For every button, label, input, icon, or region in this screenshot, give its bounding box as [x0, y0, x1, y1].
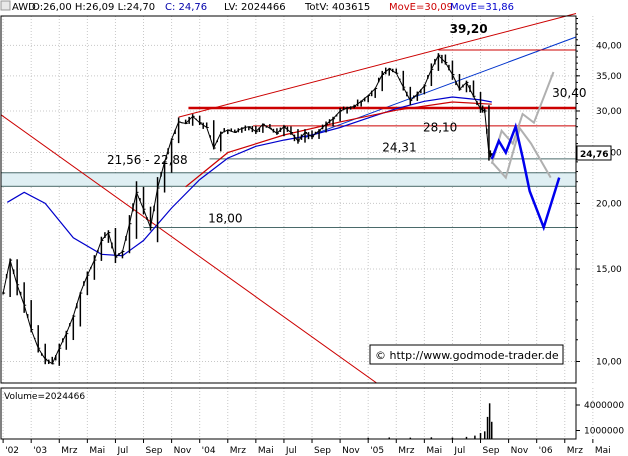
time-tick-label: '02 — [5, 446, 19, 456]
volume-panel-frame — [0, 387, 577, 440]
level-annotations: 39,20 30,40 28,10 24,31 21,56 - 22,88 18,00 — [107, 22, 586, 225]
symbol-label: AWD — [12, 2, 36, 13]
volume-bars — [367, 403, 493, 439]
time-tick-label: Mai — [89, 446, 105, 456]
time-tick-label: Nov — [174, 446, 192, 456]
watermark-text: © http://www.godmode-trader.de — [375, 349, 559, 362]
trend-line — [0, 114, 377, 384]
time-tick-label: Nov — [342, 446, 360, 456]
support-zone-band — [0, 172, 577, 187]
time-tick-label: Mrz — [61, 446, 77, 456]
volume-header-label: LV: 2024466 — [224, 2, 286, 13]
volume-tick-label: 4000000 — [584, 401, 624, 411]
time-tick-label: Mai — [426, 446, 442, 456]
ohlc-label: O:26,00 H:26,09 L:24,70 — [32, 2, 155, 13]
time-tick-label: Jul — [285, 446, 297, 456]
header-icon — [0, 0, 11, 11]
ma-30-line — [185, 101, 492, 188]
volume-tick-label: 1000000 — [584, 427, 624, 437]
level-annotation: 39,20 — [450, 22, 488, 36]
last-price-marker: 24,76 — [576, 145, 612, 161]
level-annotation: 28,10 — [423, 121, 457, 135]
time-tick-label: Mrz — [398, 446, 414, 456]
ma-31-line — [6, 96, 492, 257]
time-tick-label: '06 — [539, 446, 553, 456]
price-panel-frame — [0, 15, 577, 384]
price-tick-label: 35,00 — [596, 72, 622, 82]
watermark: © http://www.godmode-trader.de — [369, 344, 564, 365]
time-tick-label: Sep — [483, 446, 500, 456]
time-tick-label: Jul — [453, 446, 465, 456]
support-zone — [0, 172, 577, 187]
horizontal-levels — [143, 49, 576, 228]
price-tick-label: 20,00 — [596, 199, 622, 209]
price-tick-label: 30,00 — [596, 107, 622, 117]
time-tick-label: Mrz — [567, 446, 583, 456]
time-tick-label: Mrz — [230, 446, 246, 456]
level-annotation: 24,31 — [382, 141, 416, 155]
level-annotation: 18,00 — [208, 211, 242, 225]
moving-averages — [6, 96, 492, 257]
price-tick-label: 10,00 — [596, 357, 622, 367]
time-tick-label: Mai — [258, 446, 274, 456]
volume-axis: 4000000 1000000 — [576, 401, 624, 437]
level-annotation: 30,40 — [552, 86, 586, 100]
time-axis: '02 '03 Mrz Mai Jul Sep Nov '04 Mrz Mai Jul Sep Nov '… — [2, 439, 611, 456]
chart-header: AWD O:26,00 H:26,09 L:24,70 C: 24,76 LV:… — [0, 0, 514, 13]
time-tick-label: Mai — [595, 446, 611, 456]
projection-blue — [490, 122, 561, 232]
price-line — [2, 54, 493, 365]
time-tick-label: Jul — [116, 446, 128, 456]
volume-panel-label: Volume=2024466 — [4, 392, 85, 402]
projection-paths — [490, 71, 561, 232]
price-tick-label: 40,00 — [596, 41, 622, 51]
totv-label: TotV: 403615 — [304, 2, 370, 13]
trend-lines — [0, 13, 577, 384]
grid — [1, 16, 594, 439]
projection-grey-up — [490, 71, 555, 165]
projection-grey-down — [491, 126, 552, 180]
time-tick-label: '04 — [202, 446, 216, 456]
time-tick-label: Sep — [314, 446, 331, 456]
time-tick-label: '03 — [33, 446, 47, 456]
trend-line — [178, 13, 577, 118]
close-label: C: 24,76 — [165, 2, 207, 13]
last-price-label: 24,76 — [580, 150, 608, 160]
price-bars — [2, 53, 494, 366]
time-tick-label: '05 — [370, 446, 384, 456]
trend-line — [304, 36, 577, 139]
price-tick-label: 15,00 — [596, 265, 622, 275]
level-annotation: 21,56 - 22,88 — [107, 153, 188, 167]
ma31-label: MovE=31,86 — [450, 2, 514, 13]
time-tick-label: Sep — [146, 446, 163, 456]
ma30-label: MovE=30,09 — [389, 2, 453, 13]
last-price-box — [576, 145, 612, 161]
watermark-box — [369, 344, 564, 365]
time-tick-label: Nov — [511, 446, 529, 456]
